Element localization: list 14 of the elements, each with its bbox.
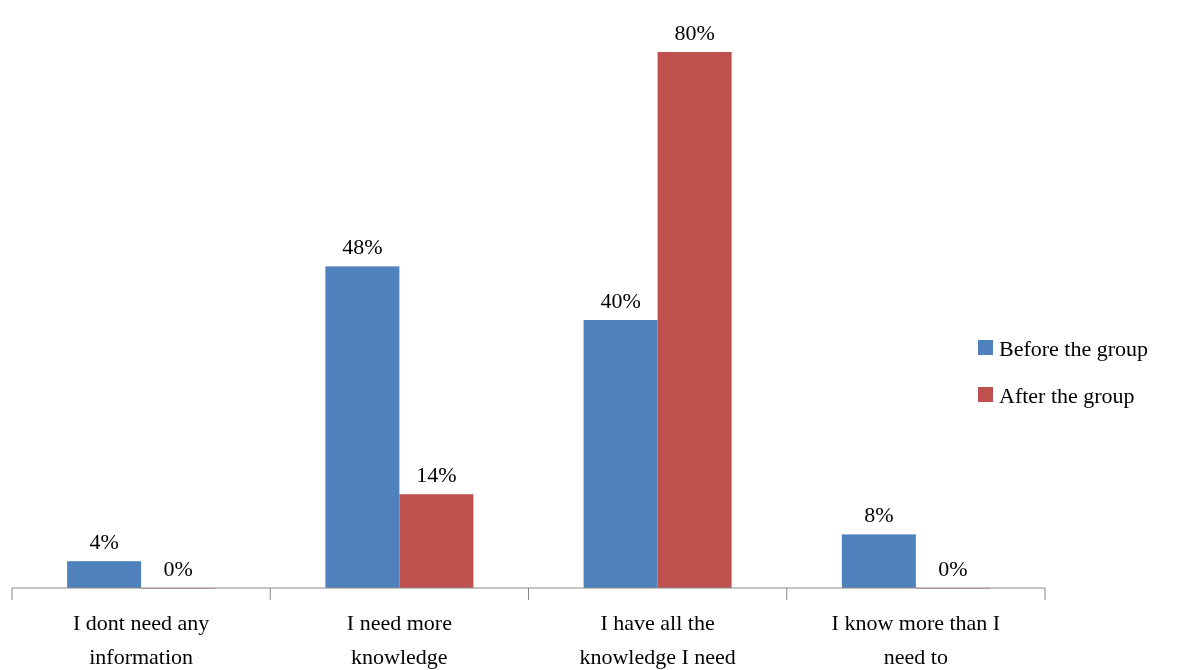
x-tick-label: I know more than I need to	[831, 610, 1001, 669]
x-tick-label: I have all the knowledge I need	[579, 610, 736, 669]
legend-label: Before the group	[999, 336, 1149, 361]
data-label: 4%	[89, 529, 119, 555]
data-label: 0%	[938, 556, 968, 581]
data-label: 8%	[864, 502, 894, 528]
legend-label: After the group	[999, 383, 1135, 408]
data-label: 40%	[600, 288, 641, 313]
data-label: 14%	[416, 462, 457, 488]
x-tick-label: I dont need any information	[73, 610, 210, 669]
data-label: 80%	[674, 20, 715, 45]
data-label: 48%	[342, 234, 383, 260]
x-tick-label: I need more knowledge	[346, 610, 452, 669]
data-label: 0%	[163, 556, 193, 581]
